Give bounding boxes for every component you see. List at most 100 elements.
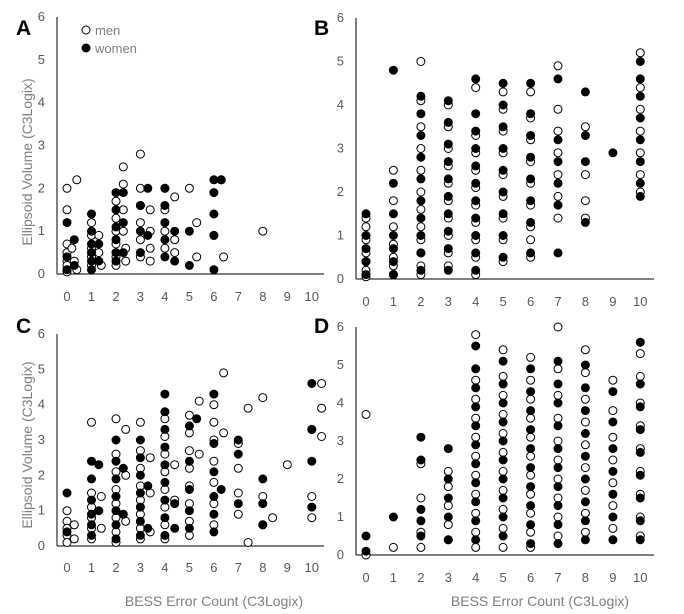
- point-women: [471, 478, 481, 488]
- point-women: [160, 252, 170, 262]
- point-women: [498, 78, 508, 88]
- point-men: [160, 226, 170, 236]
- x-tick-label: 5: [500, 294, 507, 309]
- point-women: [170, 499, 180, 509]
- x-tick-label: 1: [390, 294, 397, 309]
- point-women: [388, 178, 398, 188]
- y-tick-label: 2: [38, 467, 45, 482]
- point-men: [111, 213, 121, 223]
- legend-marker-men: [81, 25, 91, 35]
- point-women: [184, 456, 194, 466]
- point-women: [135, 226, 145, 236]
- point-women: [361, 209, 371, 219]
- point-men: [471, 432, 481, 442]
- point-men: [471, 375, 481, 385]
- point-women: [526, 196, 536, 206]
- point-men: [87, 417, 96, 427]
- point-women: [209, 467, 219, 477]
- point-women: [170, 256, 180, 266]
- point-men: [553, 474, 563, 484]
- point-men: [118, 162, 128, 172]
- point-men: [209, 477, 219, 487]
- point-women: [635, 178, 645, 188]
- point-men: [145, 256, 155, 266]
- x-tick-label: 9: [284, 560, 291, 575]
- point-women: [416, 213, 426, 223]
- point-women: [135, 502, 145, 512]
- point-men: [145, 243, 155, 253]
- point-women: [443, 96, 453, 106]
- point-men: [192, 218, 202, 228]
- point-men: [307, 492, 317, 501]
- point-women: [233, 435, 243, 445]
- x-tick-label: 5: [186, 560, 193, 575]
- y-tick-label: 5: [337, 357, 344, 372]
- point-women: [635, 535, 645, 545]
- point-women: [471, 248, 481, 258]
- point-women: [388, 257, 398, 267]
- x-tick-label: 0: [362, 294, 369, 309]
- point-women: [526, 174, 536, 184]
- point-men: [209, 456, 219, 466]
- panel-letter: D: [314, 315, 329, 338]
- point-women: [111, 222, 121, 232]
- point-men: [498, 485, 508, 495]
- point-women: [471, 161, 481, 171]
- point-women: [608, 466, 618, 476]
- x-tick-label: 2: [417, 570, 424, 585]
- point-women: [608, 444, 618, 454]
- x-tick-label: 2: [112, 560, 119, 575]
- point-women: [160, 530, 170, 540]
- point-women: [184, 485, 194, 494]
- x-tick-label: 7: [554, 570, 561, 585]
- legend: men women: [81, 23, 137, 56]
- y-tick-label: 0: [38, 538, 45, 553]
- point-women: [143, 183, 153, 193]
- point-women: [416, 516, 426, 526]
- point-men: [498, 345, 508, 355]
- point-men: [553, 413, 563, 423]
- point-men: [194, 396, 204, 406]
- point-women: [233, 449, 243, 459]
- point-women: [526, 387, 536, 397]
- point-women: [160, 407, 170, 417]
- x-tick-label: 8: [259, 289, 266, 304]
- point-women: [143, 481, 153, 491]
- x-tick-label: 4: [472, 570, 479, 585]
- point-women: [553, 74, 563, 84]
- point-women: [111, 456, 121, 466]
- point-women: [443, 493, 453, 503]
- point-women: [258, 499, 268, 509]
- point-men: [416, 222, 426, 232]
- point-men: [184, 183, 194, 193]
- point-women: [216, 175, 226, 185]
- y-tick-label: 4: [337, 395, 344, 410]
- point-men: [361, 409, 371, 419]
- y-tick-label: 0: [337, 271, 344, 286]
- point-women: [580, 131, 590, 140]
- y-tick-label: 6: [337, 10, 344, 25]
- point-women: [94, 460, 104, 470]
- point-women: [471, 196, 481, 206]
- point-men: [135, 417, 145, 427]
- point-women: [160, 460, 170, 470]
- point-women: [471, 535, 481, 545]
- point-men: [498, 542, 508, 552]
- point-women: [307, 379, 317, 388]
- point-men: [553, 493, 563, 503]
- point-women: [388, 512, 398, 522]
- y-axis-label-bottom: Ellipsoid Volume (C3Logix): [19, 361, 35, 528]
- x-tick-label: 7: [235, 289, 242, 304]
- point-women: [62, 265, 72, 275]
- x-tick-label: 1: [390, 570, 397, 585]
- point-women: [608, 417, 618, 427]
- point-men: [526, 432, 536, 442]
- point-men: [69, 520, 79, 530]
- point-men: [94, 230, 104, 240]
- point-women: [416, 196, 426, 206]
- point-men: [526, 451, 536, 461]
- point-men: [209, 400, 219, 410]
- panel-letter: A: [16, 17, 31, 40]
- point-women: [498, 512, 508, 522]
- point-women: [498, 474, 508, 484]
